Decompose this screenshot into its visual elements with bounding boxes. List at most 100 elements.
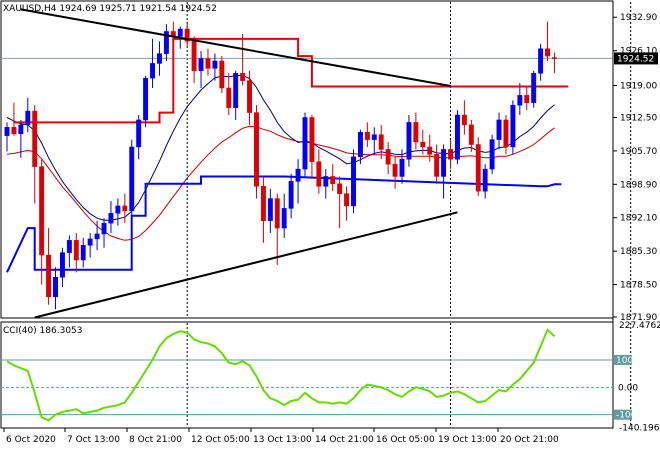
candle	[240, 33, 246, 86]
candle-body	[18, 124, 24, 134]
candle-body	[177, 28, 183, 37]
candle	[413, 112, 419, 150]
candle-body	[524, 95, 530, 103]
candle	[101, 218, 107, 248]
cci-min-label: -140.1965	[619, 424, 660, 434]
candle	[496, 112, 502, 150]
candle-body	[59, 252, 65, 278]
candle-body	[434, 154, 440, 177]
ma-blue-line	[6, 74, 555, 221]
candle-body	[538, 48, 544, 74]
current-price-tag	[614, 52, 658, 65]
candle-body	[143, 77, 149, 121]
candle	[441, 144, 447, 199]
candle	[330, 164, 336, 192]
candle	[18, 119, 24, 158]
candle-body	[503, 119, 509, 148]
candle	[406, 115, 412, 167]
cci-max-label: 227.4762	[619, 321, 660, 331]
candle-body	[337, 183, 343, 194]
y-tick-label: 1932.90	[620, 13, 657, 23]
candle	[46, 228, 52, 305]
candle-body	[309, 117, 315, 162]
candle-body	[468, 124, 474, 145]
candle	[461, 100, 467, 135]
candle	[552, 52, 557, 74]
candle-body	[552, 57, 557, 59]
candle-body	[274, 198, 280, 229]
candle	[371, 127, 377, 155]
y-tick-label: 1885.30	[620, 247, 657, 257]
candle-body	[441, 149, 447, 177]
candle-body	[157, 53, 162, 64]
x-tick-label: 14 Oct 21:00	[315, 435, 374, 445]
candle	[295, 159, 301, 204]
candle-body	[233, 73, 239, 108]
candle	[482, 164, 488, 199]
candle	[503, 115, 509, 155]
candle-body	[73, 240, 79, 261]
candle	[475, 137, 481, 197]
x-tick-label: 13 Oct 13:00	[253, 435, 312, 445]
x-tick-label: 12 Oct 05:00	[191, 435, 250, 445]
candle	[323, 169, 329, 199]
candle	[129, 139, 135, 216]
cci-level-tag	[614, 354, 632, 365]
x-tick-label: 16 Oct 05:00	[376, 435, 435, 445]
x-tick-label: 8 Oct 21:00	[129, 435, 182, 445]
candle-body	[420, 141, 426, 148]
candle-body	[517, 95, 523, 106]
candle	[337, 176, 343, 229]
candle-body	[247, 80, 253, 113]
candle	[59, 247, 65, 288]
cci-title: CCI(40) 186.3053	[3, 326, 83, 336]
candle	[489, 134, 495, 174]
trendline	[20, 8, 451, 88]
candle-body	[25, 110, 31, 126]
candle-body	[101, 222, 107, 235]
candle-body	[378, 134, 384, 150]
candle-body	[219, 60, 225, 89]
candle	[39, 159, 45, 285]
candle	[510, 100, 516, 155]
x-tick-label: 19 Oct 13:00	[438, 435, 497, 445]
candle	[281, 193, 287, 238]
candle	[94, 220, 100, 251]
candle	[468, 119, 474, 152]
x-tick-label: 20 Oct 21:00	[500, 435, 559, 445]
x-tick-label: 7 Oct 13:00	[67, 435, 120, 445]
y-tick-label: 1926.10	[620, 47, 657, 57]
candle	[115, 198, 121, 226]
cci-layer	[1, 323, 632, 427]
current-price-label: 1924.52	[617, 54, 654, 64]
candle	[392, 156, 398, 189]
candle	[357, 129, 363, 165]
candle-body	[455, 114, 460, 160]
candle-body	[475, 144, 481, 192]
candle-body	[212, 60, 218, 69]
candle-body	[385, 149, 391, 165]
candle	[205, 48, 211, 76]
y-tick-label: 1871.90	[620, 313, 657, 323]
candle	[233, 70, 239, 120]
candle-body	[39, 166, 45, 256]
candle-body	[510, 104, 516, 148]
candle-body	[281, 208, 287, 229]
candle	[11, 102, 17, 136]
candle-body	[163, 31, 169, 54]
candle	[385, 142, 391, 174]
candle	[157, 41, 162, 76]
candle	[448, 139, 453, 170]
candle	[399, 149, 405, 184]
candle-body	[489, 139, 495, 170]
candle-body	[496, 119, 502, 140]
candle-body	[150, 63, 155, 79]
y-tick-label: 1892.10	[620, 214, 657, 224]
candle-body	[371, 134, 377, 140]
candle	[122, 193, 128, 224]
y-tick-label: 1905.70	[620, 147, 657, 157]
candle-body	[46, 254, 52, 298]
y-tick-label: 1898.90	[620, 180, 657, 190]
candle	[4, 122, 10, 152]
candle-body	[198, 58, 204, 72]
